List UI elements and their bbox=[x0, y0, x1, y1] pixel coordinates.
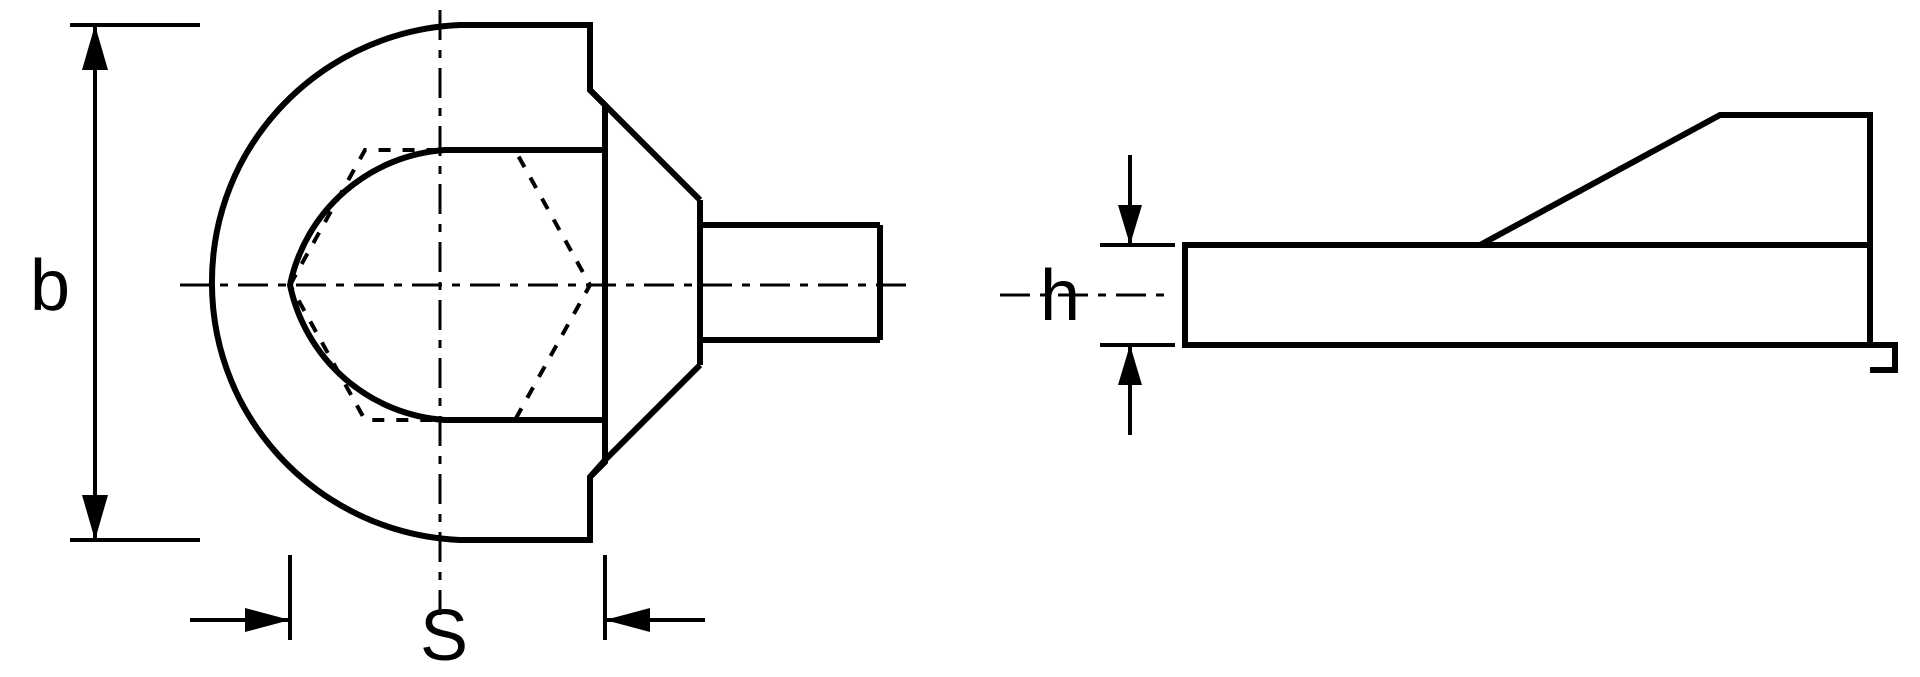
dim-label-h: h bbox=[1040, 256, 1080, 336]
dim-label-s: S bbox=[420, 596, 468, 676]
dim-label-b: b bbox=[30, 246, 70, 326]
technical-drawing: b S bbox=[0, 0, 1920, 677]
dimension-b: b bbox=[30, 25, 200, 540]
dimension-s: S bbox=[190, 555, 705, 676]
wrench-head-outline bbox=[212, 25, 880, 540]
dimension-h: h bbox=[1040, 155, 1175, 435]
side-profile bbox=[1185, 115, 1895, 370]
